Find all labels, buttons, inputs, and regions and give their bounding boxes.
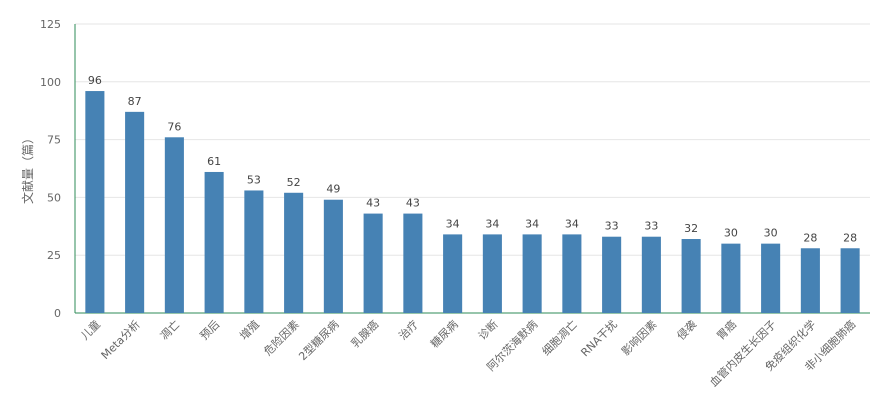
bar	[800, 248, 820, 313]
y-tick-label: 0	[54, 307, 61, 320]
data-label: 34	[446, 217, 460, 230]
category-label: 诊断	[475, 317, 500, 342]
y-axis-label: 文献量（篇）	[20, 132, 35, 204]
category-label: 乳腺癌	[348, 317, 381, 350]
data-label: 28	[803, 231, 817, 244]
data-label: 61	[207, 155, 221, 168]
y-tick-label: 100	[40, 76, 61, 89]
data-label: 32	[684, 222, 698, 235]
bar	[641, 236, 661, 313]
bar	[443, 234, 463, 313]
category-label: 凋亡	[157, 317, 182, 342]
data-label: 34	[525, 217, 539, 230]
y-tick-label: 75	[47, 134, 61, 147]
category-label: 影响因素	[619, 318, 659, 358]
data-label: 33	[605, 220, 619, 233]
bar	[602, 236, 622, 313]
category-label: 糖尿病	[428, 317, 461, 350]
bar	[522, 234, 542, 313]
data-label: 43	[366, 197, 380, 210]
bar	[482, 234, 502, 313]
category-label: 血管内皮生长因子	[707, 317, 779, 389]
category-label: 增殖	[237, 317, 262, 342]
bar	[403, 213, 423, 313]
bars	[85, 91, 860, 313]
category-label: Meta分析	[98, 317, 143, 362]
bar	[125, 111, 145, 313]
category-label: 预后	[197, 318, 222, 343]
bar	[244, 190, 264, 313]
data-label: 76	[167, 120, 181, 133]
bar	[284, 192, 304, 313]
bar	[204, 171, 224, 313]
data-label: 87	[128, 95, 142, 108]
category-label: RNA干扰	[578, 317, 620, 359]
data-label: 28	[843, 231, 857, 244]
data-label: 30	[724, 227, 738, 240]
y-tick-label: 125	[40, 18, 61, 31]
data-label: 96	[88, 74, 102, 87]
bar	[761, 243, 781, 313]
bar	[323, 199, 343, 313]
bar	[721, 243, 741, 313]
data-label: 43	[406, 197, 420, 210]
bar	[164, 137, 184, 313]
data-label: 53	[247, 173, 261, 186]
category-label: 治疗	[396, 317, 421, 342]
data-label: 52	[287, 176, 301, 189]
data-labels: 96 87 76 61 53 52 49 43 43 34 34 34 34 33 33 32 30 30 28 28	[88, 74, 857, 244]
bar	[681, 239, 701, 313]
data-label: 49	[326, 183, 340, 196]
bar	[562, 234, 582, 313]
bar	[85, 91, 105, 313]
category-labels: 儿童Meta分析 凋亡 预后 增殖 危险因素2型糖尿病 乳腺癌 治疗 糖尿病 诊断阿尔茨海默病细…	[78, 317, 859, 389]
category-label: 胃癌	[714, 317, 739, 342]
bar	[363, 213, 383, 313]
data-label: 34	[565, 217, 579, 230]
category-label: 细胞凋亡	[539, 317, 580, 358]
grid-lines	[75, 23, 870, 256]
category-label: 危险因素	[261, 317, 302, 358]
data-label: 30	[764, 227, 778, 240]
category-label: 儿童	[78, 317, 103, 342]
y-tick-labels: 0 25 50 75 100 125	[40, 18, 61, 320]
y-tick-label: 50	[47, 191, 61, 204]
y-tick-label: 25	[47, 249, 61, 262]
category-label: 侵袭	[674, 317, 699, 342]
bar	[840, 248, 860, 313]
category-label: 2型糖尿病	[296, 317, 342, 363]
data-label: 33	[644, 220, 658, 233]
data-label: 34	[485, 217, 499, 230]
